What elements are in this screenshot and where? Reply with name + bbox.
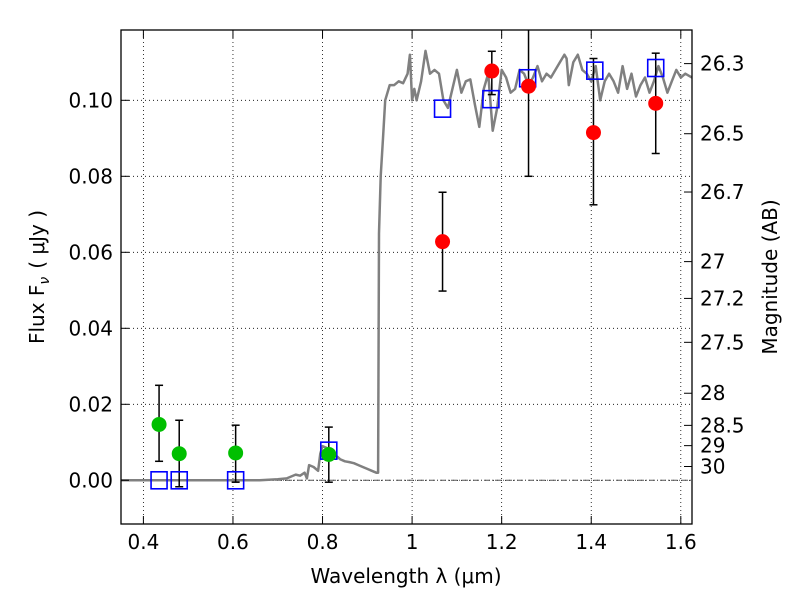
- y-axis-label-subscript: ν: [37, 277, 53, 285]
- magnitude-tick-label: 27.5: [700, 330, 745, 354]
- observed-flux-point: [228, 445, 244, 461]
- y-tick-label: 0.00: [68, 468, 113, 492]
- model-flux-square: [646, 58, 665, 78]
- y-tick-label: 0.08: [68, 164, 113, 188]
- plot-frame: [120, 29, 693, 525]
- x-tick-label: 0.8: [307, 530, 339, 554]
- x-tick-label: 0.4: [127, 530, 159, 554]
- magnitude-tick-label: 30: [700, 455, 725, 479]
- y-axis-ticks: 0.00 0.02 0.04 0.06 0.08 0.10: [68, 88, 129, 492]
- y-tick-label: 0.02: [68, 392, 113, 416]
- x-axis-label: Wavelength λ (μm): [310, 564, 501, 588]
- magnitude-tick-label: 28.5: [700, 413, 745, 437]
- y-axis-label-unit: ( μJy ): [25, 210, 49, 269]
- magnitude-tick-label: 29: [700, 434, 725, 458]
- magnitude-tick-label: 27: [700, 250, 725, 274]
- magnitude-tick-label: 26.5: [700, 122, 745, 146]
- model-flux-square: [586, 61, 604, 80]
- observed-flux-point: [151, 416, 167, 432]
- y-tick-label: 0.04: [68, 316, 113, 340]
- model-flux-square: [170, 470, 189, 490]
- model-flux-square: [433, 99, 452, 118]
- observed-flux-point: [648, 95, 664, 111]
- y-tick-label: 0.06: [68, 240, 113, 264]
- magnitude-tick-label: 26.3: [700, 52, 745, 76]
- x-tick-label: 1.6: [665, 530, 697, 554]
- y-tick-label: 0.10: [68, 88, 113, 112]
- observed-flux-point: [484, 63, 500, 79]
- x-tick-label: 1.4: [575, 530, 607, 554]
- observed-fluxes: [151, 63, 664, 462]
- model-flux-square: [150, 470, 168, 490]
- magnitude-axis-label: Magnitude (AB): [758, 199, 782, 354]
- x-tick-label: 0.6: [217, 530, 249, 554]
- y-axis-label: Flux Fν ( μJy ): [25, 210, 53, 344]
- observed-flux-point: [521, 78, 537, 94]
- x-tick-label: 1.2: [486, 530, 518, 554]
- plot-background: [121, 30, 692, 524]
- observed-flux-point: [321, 446, 337, 462]
- x-axis-ticks: 0.4 0.6 0.8 1 1.2 1.4 1.6: [127, 30, 697, 554]
- magnitude-tick-label: 27.2: [700, 286, 745, 310]
- observed-flux-point: [171, 446, 187, 462]
- observed-flux-point: [435, 234, 451, 250]
- observed-flux-point: [585, 125, 601, 141]
- x-tick-label: 1: [406, 530, 419, 554]
- magnitude-tick-label: 28: [700, 381, 725, 405]
- model-flux-square: [226, 470, 245, 490]
- magnitude-tick-label: 26.7: [700, 180, 745, 204]
- y-axis-label-main: Flux F: [25, 285, 49, 344]
- model-flux-square: [482, 89, 500, 109]
